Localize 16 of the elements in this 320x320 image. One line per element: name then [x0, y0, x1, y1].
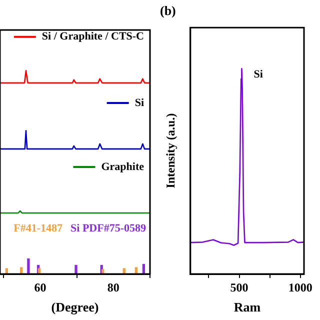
y-axis-title: Intensity (a.u.) — [163, 113, 178, 188]
chart-title: (b) — [160, 3, 176, 18]
x-tick-label: 1000 — [288, 280, 312, 294]
text: F#41-1487 — [14, 222, 64, 235]
bar — [74, 264, 78, 274]
legend-label: Si — [134, 96, 144, 109]
x-tick-label: 500 — [230, 280, 248, 294]
x-tick-label: 60 — [34, 280, 46, 294]
legend-label: Graphite — [101, 160, 144, 173]
legend-label: Si / Graphite / CTS-C — [42, 30, 144, 43]
x-axis-title: (Degree) — [51, 300, 99, 315]
bar — [27, 258, 30, 274]
x-tick-label: 80 — [107, 280, 120, 294]
annotation: Si — [254, 68, 263, 81]
text: Si PDF#75-0589 — [70, 222, 146, 235]
x-axis-title: Ram — [234, 300, 261, 315]
